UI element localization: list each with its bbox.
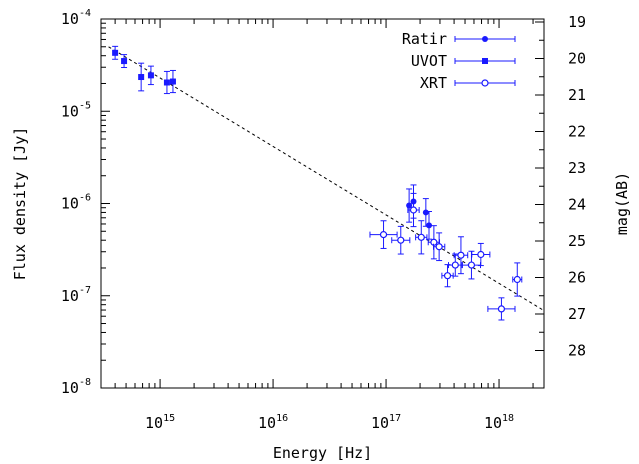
data-point xyxy=(397,236,405,244)
y-tick-label: 10-6 xyxy=(61,193,91,213)
data-point xyxy=(467,261,476,269)
y-tick-label: 10-7 xyxy=(61,285,91,305)
data-point xyxy=(409,206,418,214)
y-tick-label: 10-4 xyxy=(61,8,91,28)
y-tick-label: 10-5 xyxy=(61,100,91,120)
data-point xyxy=(417,233,425,241)
data-point xyxy=(422,209,429,216)
y2-tick-label: 19 xyxy=(568,13,586,31)
x-tick-label: 1017 xyxy=(371,413,401,432)
y2-axis-label: mag(AB) xyxy=(613,172,631,235)
y2-tick-label: 26 xyxy=(568,269,586,287)
data-point xyxy=(169,78,176,85)
y2-tick-label: 22 xyxy=(568,123,586,141)
y2-tick-label: 21 xyxy=(568,86,586,104)
data-layer xyxy=(112,45,523,321)
y2-tick-label: 25 xyxy=(568,232,586,250)
data-point xyxy=(163,79,170,86)
data-point xyxy=(426,222,433,229)
series-ratir xyxy=(406,184,433,240)
y2-tick-label: 23 xyxy=(568,159,586,177)
data-point xyxy=(435,243,443,251)
x-tick-label: 1018 xyxy=(484,413,514,432)
data-point xyxy=(138,74,145,81)
legend-label: XRT xyxy=(420,74,447,92)
legend-marker xyxy=(482,58,488,64)
data-point xyxy=(443,272,452,280)
data-point xyxy=(121,58,128,65)
data-point xyxy=(457,251,465,259)
y-tick-label: 10-8 xyxy=(61,377,91,397)
legend-marker xyxy=(481,79,489,87)
y-axis-label: Flux density [Jy] xyxy=(11,127,29,281)
data-point xyxy=(513,275,521,284)
series-xrt xyxy=(369,192,523,321)
y2-tick-label: 24 xyxy=(568,196,586,214)
y2-tick-label: 28 xyxy=(568,342,586,360)
data-point xyxy=(147,72,154,79)
data-point xyxy=(477,250,485,259)
y2-tick-label: 20 xyxy=(568,50,586,68)
data-point xyxy=(379,231,388,239)
legend: Ratir UVOT XRT xyxy=(402,30,516,92)
x-axis-label: Energy [Hz] xyxy=(273,444,372,462)
legend-label: Ratir xyxy=(402,30,447,48)
x-tick-label: 1016 xyxy=(258,413,288,432)
data-point xyxy=(112,49,119,56)
fit-line-layer xyxy=(108,46,545,312)
series-uvot xyxy=(112,45,176,95)
legend-label: UVOT xyxy=(411,52,447,70)
data-point xyxy=(497,305,506,313)
y2-tick-label: 27 xyxy=(568,305,586,323)
legend-marker xyxy=(482,36,488,42)
fit-line xyxy=(108,46,545,312)
x-tick-label: 1015 xyxy=(145,413,175,432)
data-point xyxy=(451,261,459,269)
axes-layer: 1015 1016 1017 1018 10-4 10-5 10-6 10-7 10-8 19 20… xyxy=(61,8,586,432)
